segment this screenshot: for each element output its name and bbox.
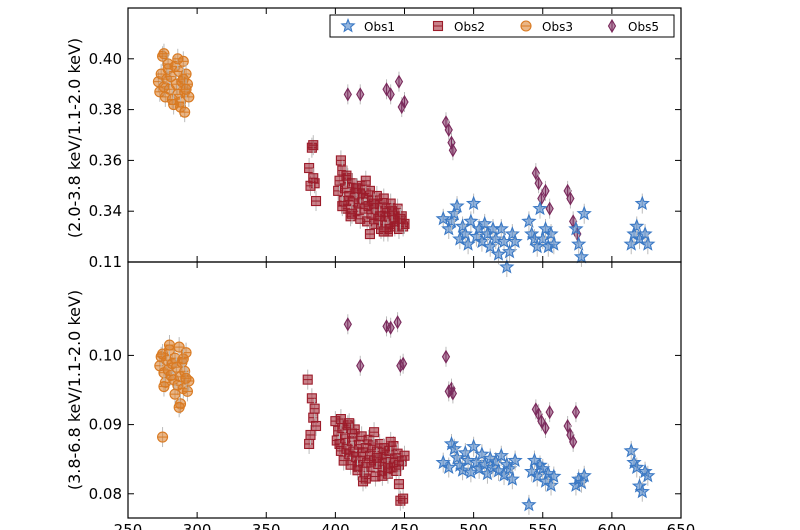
data-point — [629, 459, 645, 475]
x-tick-label: 300 — [183, 521, 212, 530]
legend-entry-obs1: Obs1 — [340, 17, 395, 34]
data-point — [504, 226, 520, 241]
data-point — [465, 195, 482, 211]
data-point — [482, 238, 498, 254]
legend-label: Obs1 — [364, 20, 395, 34]
data-point — [568, 220, 584, 236]
panel-frame — [127, 261, 682, 519]
x-tick-label: 550 — [528, 521, 557, 530]
legend-entry-obs5: Obs5 — [607, 18, 659, 34]
series-obs3 — [154, 335, 195, 448]
data-point — [623, 442, 639, 458]
data-point — [499, 259, 515, 274]
legend-box — [329, 14, 675, 38]
panel-bottom: (3.8-6.8 keV/1.1-2.0 keV) 0.08 0.09 0.10 — [65, 261, 682, 519]
legend-label: Obs3 — [542, 20, 573, 34]
data-point — [441, 459, 457, 475]
data-point — [546, 236, 562, 251]
series-obs1 — [435, 193, 656, 278]
x-tick-label: 400 — [321, 521, 350, 530]
data-point — [634, 483, 650, 499]
y-tick-label: 0.09 — [89, 416, 122, 434]
data-point — [496, 467, 512, 482]
legend: Obs1 Obs2 Obs3 Obs5 — [329, 14, 675, 38]
data-point — [449, 198, 465, 213]
series-obs1 — [435, 433, 656, 515]
data-point — [465, 438, 482, 454]
x-tick-label: 650 — [667, 521, 696, 530]
data-point — [543, 477, 559, 492]
series-obs5 — [343, 71, 582, 245]
legend-label: Obs5 — [628, 20, 659, 34]
data-point — [576, 205, 592, 221]
x-tick-label: 350 — [252, 521, 281, 530]
data-point — [521, 213, 537, 228]
data-point — [474, 446, 490, 461]
data-point — [463, 213, 479, 228]
legend-label: Obs2 — [454, 20, 485, 34]
data-point — [474, 233, 490, 249]
legend-entry-obs3: Obs3 — [520, 20, 573, 34]
data-point — [521, 496, 537, 512]
data-point — [488, 231, 504, 246]
x-tick-label: 600 — [598, 521, 627, 530]
x-tick-label: 450 — [390, 521, 419, 530]
data-point — [479, 465, 496, 481]
x-tick-labels: 250 300 350 400 450 500 550 600 650 — [114, 521, 696, 530]
data-point — [454, 462, 471, 477]
data-point — [477, 215, 493, 231]
y-tick-label: 0.34 — [89, 202, 122, 220]
series-obs2 — [302, 369, 410, 511]
data-point — [532, 200, 548, 216]
data-point — [501, 460, 518, 476]
x-tick-label: 250 — [114, 521, 143, 530]
legend-entry-obs2: Obs2 — [432, 20, 485, 34]
data-point — [488, 453, 504, 469]
data-point — [571, 236, 587, 251]
data-point — [504, 471, 520, 486]
y-tick-label: 0.11 — [89, 253, 122, 271]
series-obs2 — [304, 135, 410, 245]
data-point — [546, 468, 562, 483]
data-point — [507, 233, 523, 249]
data-point — [640, 467, 656, 483]
series-obs3 — [152, 43, 195, 123]
data-point — [490, 246, 507, 261]
data-point — [443, 213, 460, 228]
y-tick-label: 0.36 — [89, 151, 122, 169]
data-point — [441, 220, 457, 236]
data-point — [507, 452, 523, 467]
data-point — [435, 210, 451, 226]
legend-marker — [340, 17, 356, 33]
panel-top: (2.0-3.8 keV/1.1-2.0 keV) 0.34 0.36 0.38 0.… — [65, 7, 682, 278]
data-point — [493, 447, 509, 463]
y-tick-label: 0.10 — [89, 346, 122, 364]
data-point — [529, 468, 545, 483]
x-tick-label: 500 — [459, 521, 488, 530]
y-tick-label: 0.38 — [89, 101, 122, 119]
data-point — [446, 440, 462, 456]
data-point — [629, 218, 645, 233]
data-point — [634, 195, 650, 210]
data-point — [501, 243, 518, 259]
data-point — [493, 220, 509, 236]
panel-bottom-ylabel: (3.8-6.8 keV/1.1-2.0 keV) — [65, 290, 84, 490]
data-point — [637, 226, 653, 241]
data-point — [463, 464, 479, 479]
data-point — [573, 474, 590, 490]
data-point — [573, 248, 590, 264]
data-point — [460, 452, 476, 467]
panel-top-ylabel: (2.0-3.8 keV/1.1-2.0 keV) — [65, 38, 84, 238]
data-point — [543, 226, 559, 241]
data-point — [640, 236, 656, 251]
data-point — [477, 456, 493, 472]
data-point — [468, 454, 485, 470]
data-point — [576, 467, 592, 483]
y-tick-label: 0.40 — [89, 50, 122, 68]
y-tick-label: 0.08 — [89, 485, 122, 503]
series-obs5 — [343, 312, 581, 452]
data-point — [446, 205, 462, 221]
